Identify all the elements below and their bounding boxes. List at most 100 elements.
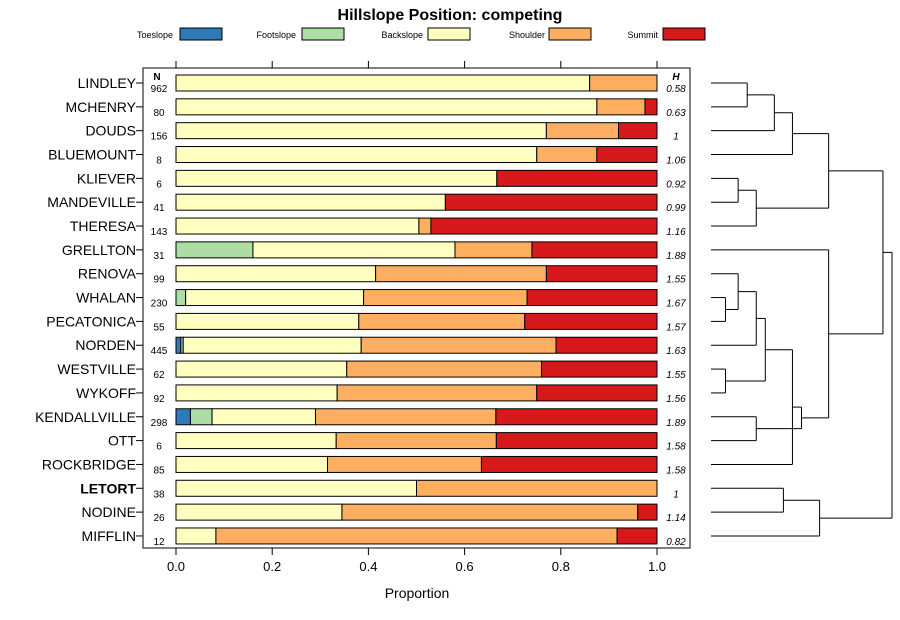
row-n-value: 143 bbox=[151, 227, 168, 238]
row-label-letort: LETORT bbox=[80, 480, 136, 496]
legend-swatch-footslope bbox=[301, 27, 345, 41]
bar-segment-shoulder bbox=[418, 217, 432, 235]
row-label-theresa: THERESA bbox=[70, 218, 137, 234]
row-n-value: 99 bbox=[153, 275, 165, 286]
bar-segment-shoulder bbox=[416, 479, 658, 497]
bar-segment-shoulder bbox=[375, 265, 547, 283]
bar-segment-backslope bbox=[175, 122, 547, 140]
bar-segment-backslope bbox=[175, 312, 360, 330]
bar-segment-shoulder bbox=[358, 312, 526, 330]
row-n-value: 80 bbox=[153, 108, 165, 119]
row-h-value: 0.99 bbox=[666, 203, 686, 214]
legend-swatch-toeslope bbox=[179, 27, 223, 41]
row-h-value: 1.89 bbox=[666, 418, 686, 429]
bar-segment-shoulder bbox=[363, 289, 528, 307]
bar-segment-summit bbox=[531, 241, 658, 259]
bar-segment-backslope bbox=[175, 527, 217, 545]
bar-segment-backslope bbox=[175, 74, 591, 92]
row-h-value: 1.63 bbox=[666, 346, 686, 357]
row-n-value: 962 bbox=[151, 84, 168, 95]
bar-segment-shoulder bbox=[341, 503, 639, 521]
bar-segment-summit bbox=[430, 217, 658, 235]
row-label-wykoff: WYKOFF bbox=[76, 385, 136, 401]
h-header: H bbox=[672, 72, 680, 83]
bar-segment-shoulder bbox=[336, 384, 538, 402]
bar-segment-backslope bbox=[185, 289, 365, 307]
bar-segment-toeslope bbox=[175, 408, 191, 426]
bar-segment-summit bbox=[444, 193, 658, 211]
row-n-value: 85 bbox=[153, 465, 165, 476]
legend-label-footslope: Footslope bbox=[256, 30, 296, 40]
bar-segment-summit bbox=[495, 408, 658, 426]
row-h-value: 1.88 bbox=[666, 251, 686, 262]
row-n-value: 298 bbox=[151, 418, 168, 429]
bar-segment-backslope bbox=[175, 384, 338, 402]
row-h-value: 1.55 bbox=[666, 275, 686, 286]
row-h-value: 0.58 bbox=[666, 84, 686, 95]
legend-label-backslope: Backslope bbox=[381, 30, 423, 40]
bar-segment-footslope bbox=[175, 241, 254, 259]
row-h-value: 1.57 bbox=[666, 322, 686, 333]
bar-segment-summit bbox=[495, 432, 658, 450]
row-h-value: 0.82 bbox=[666, 537, 686, 548]
bar-segment-backslope bbox=[175, 360, 348, 378]
row-h-value: 0.63 bbox=[666, 108, 686, 119]
row-n-value: 26 bbox=[153, 513, 165, 524]
bar-segment-summit bbox=[541, 360, 658, 378]
row-label-nodine: NODINE bbox=[82, 504, 136, 520]
x-tick-label: 1.0 bbox=[648, 559, 666, 574]
bar-segment-summit bbox=[524, 312, 658, 330]
row-n-value: 230 bbox=[151, 299, 168, 310]
row-label-whalan: WHALAN bbox=[76, 290, 136, 306]
row-label-norden: NORDEN bbox=[75, 337, 136, 353]
plot-frame bbox=[142, 67, 691, 549]
bar-segment-backslope bbox=[182, 336, 362, 354]
row-label-grellton: GRELLTON bbox=[62, 242, 136, 258]
legend-label-toeslope: Toeslope bbox=[137, 30, 173, 40]
bar-segment-backslope bbox=[175, 169, 498, 187]
row-h-value: 0.92 bbox=[666, 179, 686, 190]
bar-segment-summit bbox=[536, 384, 658, 402]
row-h-value: 1.58 bbox=[666, 442, 686, 453]
row-n-value: 6 bbox=[156, 442, 162, 453]
row-h-value: 1 bbox=[673, 132, 679, 143]
row-label-douds: DOUDS bbox=[85, 123, 136, 139]
row-h-value: 1.67 bbox=[666, 299, 686, 310]
row-label-mifflin: MIFFLIN bbox=[82, 528, 136, 544]
bar-segment-summit bbox=[496, 169, 658, 187]
row-n-value: 92 bbox=[153, 394, 165, 405]
legend-label-summit: Summit bbox=[627, 30, 658, 40]
bar-segment-shoulder bbox=[545, 122, 620, 140]
bar-segment-shoulder bbox=[346, 360, 543, 378]
row-h-value: 1.58 bbox=[666, 465, 686, 476]
chart-title: Hillslope Position: competing bbox=[338, 7, 563, 24]
bar-segment-backslope bbox=[175, 98, 598, 116]
bar-segment-shoulder bbox=[314, 408, 497, 426]
bar-segment-backslope bbox=[175, 193, 446, 211]
row-n-value: 12 bbox=[153, 537, 165, 548]
row-n-value: 38 bbox=[153, 489, 165, 500]
legend-label-shoulder: Shoulder bbox=[509, 30, 545, 40]
dendrogram bbox=[711, 82, 893, 537]
row-label-kliever: KLIEVER bbox=[77, 170, 136, 186]
bar-segment-backslope bbox=[175, 217, 420, 235]
bar-segment-backslope bbox=[175, 455, 329, 473]
bar-segment-shoulder bbox=[215, 527, 618, 545]
row-label-westville: WESTVILLE bbox=[57, 361, 136, 377]
bar-segment-backslope bbox=[175, 432, 337, 450]
bar-segment-backslope bbox=[175, 503, 343, 521]
row-n-value: 55 bbox=[153, 322, 165, 333]
bar-segment-backslope bbox=[175, 265, 377, 283]
bar-segment-summit bbox=[555, 336, 658, 354]
row-h-value: 1.14 bbox=[666, 513, 686, 524]
x-tick-label: 0.4 bbox=[359, 559, 377, 574]
row-n-value: 41 bbox=[153, 203, 165, 214]
x-axis-label: Proportion bbox=[385, 585, 450, 601]
row-label-pecatonica: PECATONICA bbox=[46, 313, 136, 329]
row-label-mchenry: MCHENRY bbox=[65, 99, 136, 115]
row-label-bluemount: BLUEMOUNT bbox=[48, 147, 136, 163]
bar-segment-footslope bbox=[189, 408, 213, 426]
bar-segment-summit bbox=[526, 289, 658, 307]
bar-segment-footslope bbox=[175, 289, 187, 307]
